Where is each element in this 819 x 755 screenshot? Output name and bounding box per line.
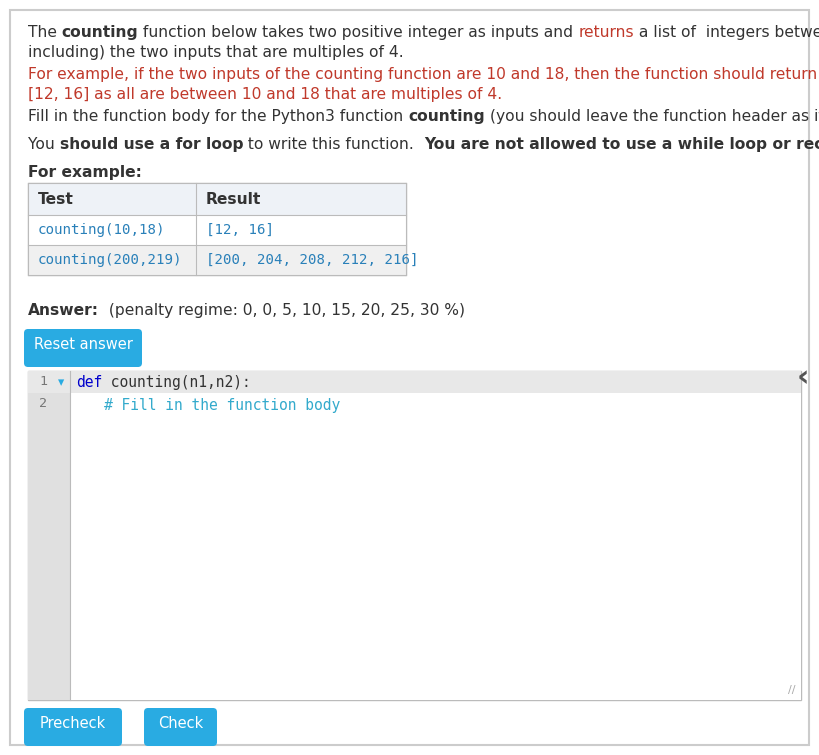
Bar: [70, 371, 801, 700]
Text: Fill in the function body for the Python3 function: Fill in the function body for the Python…: [28, 109, 408, 124]
Text: For example:: For example:: [28, 165, 142, 180]
Text: Test: Test: [38, 192, 74, 207]
Bar: [28, 371, 801, 700]
Text: a list of  integers between (and: a list of integers between (and: [634, 25, 819, 40]
Text: def: def: [76, 375, 102, 390]
FancyBboxPatch shape: [10, 10, 809, 745]
Text: counting(10,18): counting(10,18): [38, 223, 165, 237]
Text: [12, 16] as all are between 10 and 18 that are multiples of 4.: [12, 16] as all are between 10 and 18 th…: [28, 87, 502, 102]
Text: ‹: ‹: [796, 363, 809, 392]
Text: counting: counting: [408, 109, 485, 124]
Text: For example, if the two inputs of the counting function are 10 and 18, then the : For example, if the two inputs of the co…: [28, 67, 819, 82]
Text: Result: Result: [206, 192, 261, 207]
Text: Answer:: Answer:: [28, 303, 99, 318]
Text: (penalty regime: 0, 0, 5, 10, 15, 20, 25, 30 %): (penalty regime: 0, 0, 5, 10, 15, 20, 25…: [99, 303, 465, 318]
Text: counting(n1,n2):: counting(n1,n2):: [102, 375, 251, 390]
Bar: [28, 215, 406, 245]
Text: including) the two inputs that are multiples of 4.: including) the two inputs that are multi…: [28, 45, 404, 60]
Text: counting(200,219): counting(200,219): [38, 253, 183, 267]
Text: Check: Check: [158, 716, 203, 731]
FancyBboxPatch shape: [144, 708, 217, 746]
Text: 2: 2: [39, 397, 47, 410]
Text: The: The: [28, 25, 62, 40]
Text: counting: counting: [62, 25, 138, 40]
Text: 1: 1: [39, 375, 47, 388]
FancyBboxPatch shape: [24, 708, 122, 746]
Text: # Fill in the function body: # Fill in the function body: [104, 398, 340, 413]
Text: You: You: [28, 137, 60, 152]
Bar: [28, 183, 406, 275]
Text: [200, 204, 208, 212, 216]: [200, 204, 208, 212, 216]: [206, 253, 419, 267]
Text: You are not allowed to use a while loop or recursion.: You are not allowed to use a while loop …: [423, 137, 819, 152]
FancyBboxPatch shape: [24, 329, 142, 367]
Bar: [28, 245, 406, 275]
Text: ▾: ▾: [58, 376, 64, 389]
Text: Precheck: Precheck: [40, 716, 106, 731]
Text: [12, 16]: [12, 16]: [206, 223, 274, 237]
Text: function below takes two positive integer as inputs and: function below takes two positive intege…: [138, 25, 578, 40]
Bar: [28, 183, 406, 215]
Text: returns: returns: [578, 25, 634, 40]
Bar: [28, 371, 801, 393]
Bar: [28, 371, 70, 700]
Text: should use a for loop: should use a for loop: [60, 137, 243, 152]
Text: Reset answer: Reset answer: [34, 337, 133, 352]
Text: (you should leave the function header as it appears).: (you should leave the function header as…: [485, 109, 819, 124]
Text: to write this function.: to write this function.: [243, 137, 423, 152]
Text: ∕∕: ∕∕: [789, 685, 796, 695]
